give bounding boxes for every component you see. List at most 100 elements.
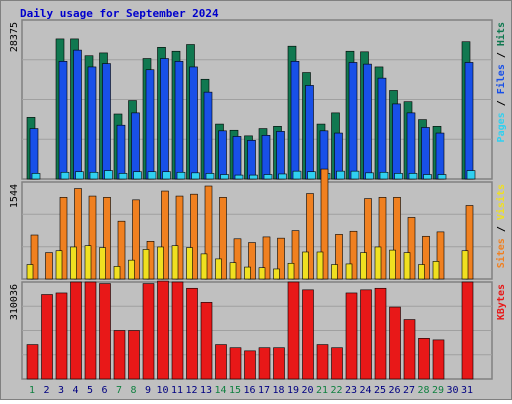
bar-sites-day-10 (161, 190, 169, 280)
bar-visits-day-9 (142, 249, 150, 280)
bar-kbytes-day-4 (70, 281, 82, 380)
bar-pages-day-1 (31, 173, 41, 180)
bar-kbytes-day-6 (99, 283, 111, 380)
bar-kbytes-day-27 (403, 319, 416, 380)
chart-title: Daily usage for September 2024 (20, 7, 219, 20)
bar-files-day-26 (392, 103, 401, 180)
scale-label-hits-files-pages: 28375 (9, 22, 20, 52)
bar-visits-day-23 (345, 263, 353, 280)
x-tick-label-day-4: 4 (72, 385, 78, 396)
bar-pages-day-11 (176, 171, 186, 180)
bar-pages-day-23 (350, 170, 360, 180)
bar-sites-day-24 (364, 198, 372, 280)
x-tick-label-day-27: 27 (403, 385, 415, 396)
scale-label-sites-visits: 1544 (9, 184, 20, 208)
bar-visits-day-24 (360, 252, 367, 280)
bar-kbytes-day-16 (244, 350, 256, 380)
bar-sites-day-25 (378, 197, 387, 280)
bar-pages-day-27 (408, 173, 418, 180)
legend-visits: Visits (495, 184, 507, 220)
x-tick-label-day-29: 29 (432, 385, 444, 396)
legend-sites: Sites (495, 238, 507, 268)
bar-pages-day-19 (292, 170, 302, 180)
bar-sites-day-19 (291, 230, 300, 280)
legend-hits: Hits (495, 22, 507, 46)
bar-visits-day-1 (26, 264, 34, 280)
bar-sites-day-17 (262, 236, 271, 280)
bar-files-day-8 (131, 112, 140, 180)
bar-files-day-29 (435, 132, 445, 180)
legend-hits-files-pages: Pages / Files / Hits (495, 22, 507, 142)
bar-visits-day-27 (403, 252, 411, 280)
bar-pages-day-26 (394, 173, 403, 180)
legend-separator: / (496, 46, 507, 64)
bar-sites-day-23 (349, 230, 358, 280)
bar-sites-day-27 (407, 217, 416, 280)
x-tick-label-day-30: 30 (446, 385, 458, 396)
bar-visits-day-12 (186, 247, 193, 280)
bar-pages-day-13 (205, 173, 215, 180)
bar-sites-day-2 (45, 252, 53, 280)
bar-files-day-24 (363, 63, 372, 180)
bar-sites-day-8 (132, 199, 140, 280)
bar-files-day-20 (305, 85, 314, 180)
bar-kbytes-day-3 (55, 292, 68, 380)
bar-pages-day-10 (162, 171, 171, 180)
bar-pages-day-16 (249, 174, 258, 180)
bar-files-day-28 (421, 127, 430, 180)
bar-kbytes-day-28 (418, 338, 430, 380)
bar-files-day-10 (160, 58, 169, 180)
bar-visits-day-5 (84, 245, 92, 280)
bar-visits-day-16 (244, 266, 251, 280)
bar-pages-day-9 (147, 171, 157, 180)
bar-kbytes-day-12 (186, 287, 198, 380)
bar-visits-day-20 (302, 251, 309, 280)
x-tick-label-day-10: 10 (156, 385, 168, 396)
x-tick-label-day-21: 21 (316, 385, 328, 396)
bar-kbytes-day-7 (113, 330, 126, 380)
x-tick-label-day-23: 23 (345, 385, 357, 396)
legend-text-hits-files-pages: Pages / Files / Hits (495, 22, 507, 142)
bar-sites-day-11 (175, 195, 184, 280)
bar-visits-day-25 (374, 246, 382, 280)
bar-sites-day-26 (393, 197, 401, 280)
bar-pages-day-6 (104, 170, 113, 180)
bar-files-day-16 (247, 140, 256, 180)
bar-files-day-18 (276, 131, 285, 180)
bar-files-day-15 (232, 136, 242, 180)
bar-visits-day-10 (157, 246, 164, 280)
x-tick-label-day-8: 8 (130, 385, 136, 396)
bar-files-day-12 (189, 66, 198, 180)
bar-pages-day-20 (307, 171, 316, 180)
bar-visits-day-18 (273, 268, 280, 280)
legend-separator: / (496, 94, 507, 112)
x-tick-label-day-5: 5 (87, 385, 93, 396)
bar-sites-day-18 (277, 237, 285, 280)
bar-files-day-4 (73, 49, 82, 180)
bar-pages-day-5 (89, 171, 99, 180)
bar-kbytes-day-9 (142, 283, 155, 380)
bar-sites-day-29 (436, 231, 445, 280)
x-tick-label-day-9: 9 (145, 385, 151, 396)
bar-pages-day-18 (278, 173, 287, 180)
bar-sites-day-7 (117, 220, 126, 280)
bar-pages-day-4 (75, 171, 84, 180)
bar-kbytes-day-23 (345, 292, 358, 380)
legend-text-kbytes: KBytes (496, 284, 507, 320)
bar-files-day-23 (348, 62, 358, 180)
bar-files-day-31 (464, 62, 474, 180)
x-tick-label-day-2: 2 (43, 385, 49, 396)
x-tick-label-day-15: 15 (229, 385, 241, 396)
legend-separator: / (496, 220, 507, 238)
bar-kbytes-day-29 (432, 339, 445, 380)
legend-text-sites-visits: Sites / Visits (495, 184, 507, 268)
bar-kbytes-day-24 (360, 289, 372, 380)
x-tick-label-day-20: 20 (301, 385, 313, 396)
x-tick-label-day-7: 7 (116, 385, 122, 396)
legend-kbytes: KBytes (496, 284, 507, 320)
bar-visits-day-17 (258, 267, 266, 280)
legend-kbytes: KBytes (496, 284, 507, 320)
bar-files-day-14 (218, 130, 227, 180)
x-tick-label-day-14: 14 (214, 385, 226, 396)
